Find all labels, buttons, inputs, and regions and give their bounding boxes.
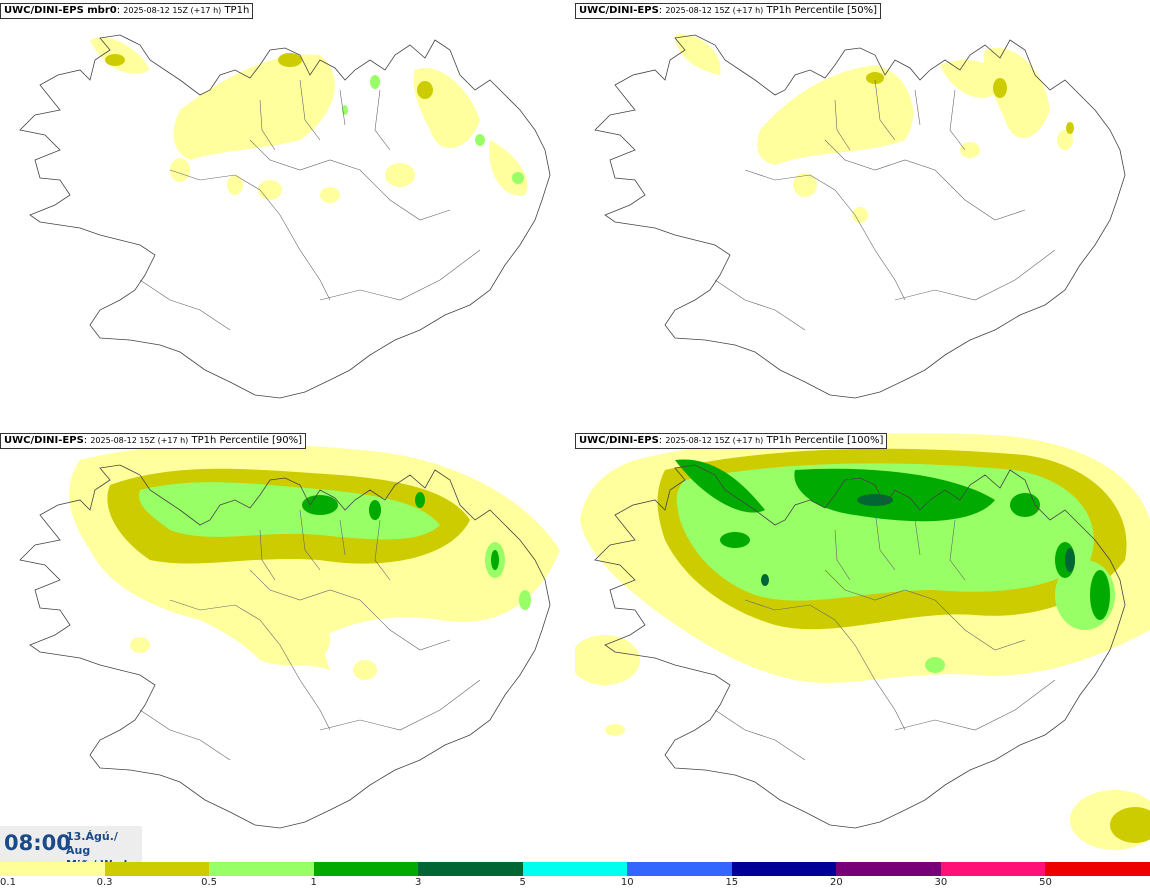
precip-map [19,34,551,399]
map-panel-member0: UWC/DINI-EPS mbr0: 2025-08-12 15Z (+17 h… [0,0,575,430]
precip-map [575,433,1150,850]
colorbar-tick-label: 0.5 [201,877,218,888]
panel-title: UWC/DINI-EPS mbr0: 2025-08-12 15Z (+17 h… [0,3,254,19]
precip-shading-high [139,482,531,610]
colorbar-tick-label: 0.1 [0,877,16,888]
precip-shading-heavy [302,492,499,570]
colorbar-swatch [836,862,942,876]
map-panel-p50: UWC/DINI-EPS: 2025-08-12 15Z (+17 h) TP1… [575,0,1150,430]
model-name: UWC/DINI-EPS [579,5,659,16]
colorbar-swatch [104,862,210,876]
precip-shading-intense [761,494,1075,586]
precip-map [594,34,1126,399]
panel-title: UWC/DINI-EPS: 2025-08-12 15Z (+17 h) TP1… [575,433,888,449]
model-name: UWC/DINI-EPS [4,435,84,446]
colorbar-tick-label: 15 [725,877,739,888]
valid-time-clock: 08:00 [4,831,71,855]
map-panel-p100: UWC/DINI-EPS: 2025-08-12 15Z (+17 h) TP1… [575,430,1150,860]
colorbar-tick-label: 1 [310,877,317,888]
colorbar-swatch [522,862,628,876]
precip-map [19,443,560,829]
run-time: 2025-08-12 15Z (+17 h) [665,436,764,445]
colorbar-swatch [209,862,315,876]
field-name: TP1h Percentile [50%] [766,5,878,16]
precip-shading [90,37,528,203]
colorbar-tick-label: 30 [934,877,948,888]
run-time: 2025-08-12 15Z (+17 h) [90,436,189,445]
model-name: UWC/DINI-EPS mbr0 [4,5,117,16]
field-name: TP1h Percentile [90%] [191,435,303,446]
valid-time-box: 08:00 13.Ágú./ Aug Mið./ Wed [0,826,142,871]
colorbar-tick-label: 0.3 [96,877,113,888]
colorbar-tick-label: 50 [1039,877,1052,888]
map-panel-p90: UWC/DINI-EPS: 2025-08-12 15Z (+17 h) TP1… [0,430,575,860]
field-name: TP1h Percentile [100%] [766,435,884,446]
colorbar-tick-label: 10 [620,877,634,888]
colorbar-legend: 0.1 0.3 0.5 1 3 5 10 15 20 30 50 [0,862,1150,891]
panel-title: UWC/DINI-EPS: 2025-08-12 15Z (+17 h) TP1… [0,433,307,449]
colorbar-swatch [627,862,733,876]
precip-shading-moderate [105,53,433,99]
colorbar-swatch [1045,862,1150,876]
valid-date-line1: 13.Ágú./ Aug [66,830,118,857]
colorbar-tick-label: 3 [414,877,422,888]
model-name: UWC/DINI-EPS [579,435,659,446]
colorbar-tick-label: 20 [829,877,843,888]
precip-shading-moderate [866,72,1074,134]
colorbar-swatch [313,862,419,876]
run-time: 2025-08-12 15Z (+17 h) [123,6,222,15]
precip-shading [675,34,1073,223]
colorbar-swatch [418,862,524,876]
colorbar-tick-label: 5 [519,877,526,888]
panel-title: UWC/DINI-EPS: 2025-08-12 15Z (+17 h) TP1… [575,3,882,19]
colorbar-swatch [0,862,106,876]
colorbar-swatch [940,862,1046,876]
run-time: 2025-08-12 15Z (+17 h) [665,6,764,15]
colorbar-swatch [731,862,837,876]
field-name: TP1h [224,5,250,16]
